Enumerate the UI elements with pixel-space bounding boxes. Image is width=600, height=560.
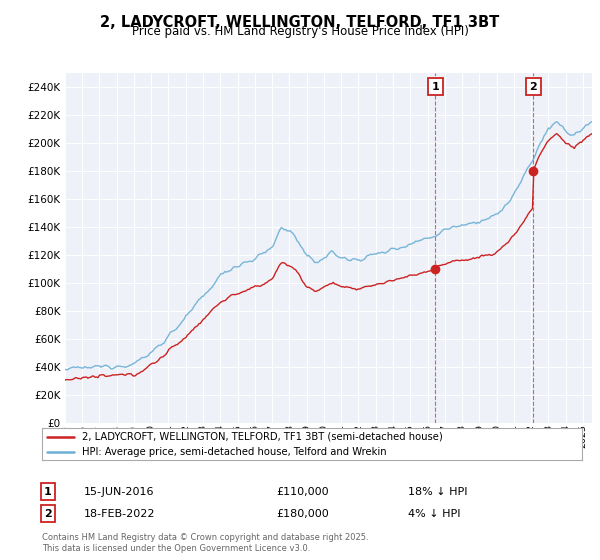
Text: 2: 2: [44, 508, 52, 519]
Text: 15-JUN-2016: 15-JUN-2016: [84, 487, 155, 497]
Text: Contains HM Land Registry data © Crown copyright and database right 2025.
This d: Contains HM Land Registry data © Crown c…: [42, 533, 368, 553]
Text: 4% ↓ HPI: 4% ↓ HPI: [408, 508, 461, 519]
Text: HPI: Average price, semi-detached house, Telford and Wrekin: HPI: Average price, semi-detached house,…: [83, 447, 387, 457]
Text: 18-FEB-2022: 18-FEB-2022: [84, 508, 155, 519]
Text: 2, LADYCROFT, WELLINGTON, TELFORD, TF1 3BT: 2, LADYCROFT, WELLINGTON, TELFORD, TF1 3…: [100, 15, 500, 30]
Text: 2, LADYCROFT, WELLINGTON, TELFORD, TF1 3BT (semi-detached house): 2, LADYCROFT, WELLINGTON, TELFORD, TF1 3…: [83, 432, 443, 442]
Text: Price paid vs. HM Land Registry's House Price Index (HPI): Price paid vs. HM Land Registry's House …: [131, 25, 469, 38]
Text: £110,000: £110,000: [276, 487, 329, 497]
Text: £180,000: £180,000: [276, 508, 329, 519]
Text: 1: 1: [44, 487, 52, 497]
Text: 2: 2: [529, 82, 537, 92]
Text: 1: 1: [431, 82, 439, 92]
Text: 18% ↓ HPI: 18% ↓ HPI: [408, 487, 467, 497]
